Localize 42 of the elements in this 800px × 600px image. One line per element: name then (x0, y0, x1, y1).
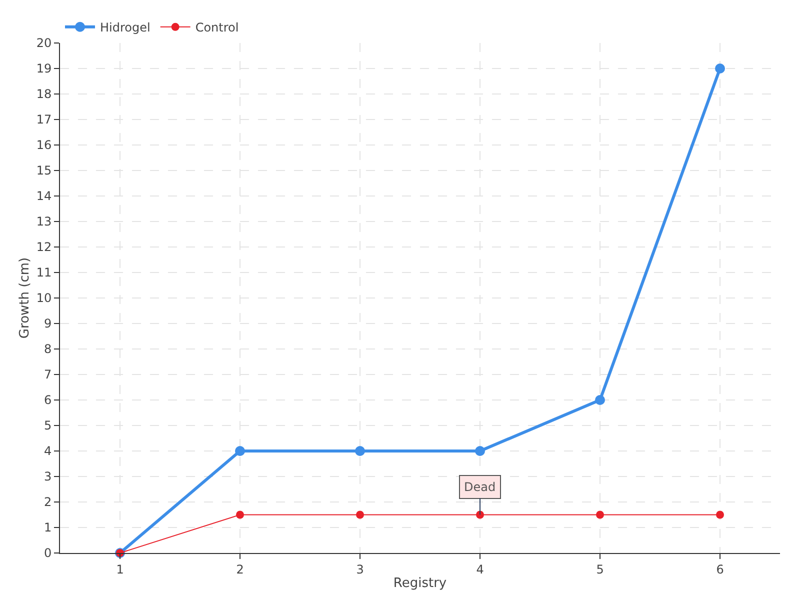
x-axis-title: Registry (393, 576, 447, 591)
y-tick-label: 17 (36, 112, 52, 127)
point (596, 510, 604, 519)
y-tick-label: 9 (44, 316, 52, 331)
y-tick-label: 18 (36, 87, 52, 102)
x-tick-label: 1 (116, 562, 124, 576)
y-tick-label: 7 (44, 368, 52, 382)
y-tick-label: 8 (44, 342, 52, 356)
y-tick-label: 0 (44, 546, 52, 560)
y-tick-label: 20 (36, 36, 52, 50)
y-tick-label: 5 (44, 418, 52, 433)
y-tick-label: 6 (44, 393, 52, 408)
x-tick-label: 3 (356, 562, 364, 576)
point (235, 446, 245, 456)
x-tick-label: 5 (596, 562, 604, 576)
y-tick-label: 14 (36, 189, 52, 204)
y-tick-label: 1 (44, 520, 52, 535)
point (715, 64, 725, 74)
point (475, 446, 485, 456)
y-axis-title: Growth (cm) (17, 257, 32, 339)
y-tick-label: 3 (44, 470, 52, 484)
annotation: Dead (464, 480, 496, 494)
legend-label: Hidrogel (100, 20, 150, 35)
y-tick-label: 16 (36, 138, 52, 152)
point (716, 510, 724, 519)
point (476, 510, 484, 519)
x-tick-label: 4 (476, 562, 484, 576)
y-tick-label: 12 (36, 240, 52, 254)
point (236, 510, 244, 519)
point (356, 510, 364, 519)
y-tick-label: 11 (36, 266, 52, 280)
y-tick-label: 13 (36, 214, 52, 229)
y-tick-label: 4 (44, 444, 52, 458)
y-tick-label: 2 (44, 495, 52, 510)
y-tick-label: 19 (36, 62, 52, 76)
legend-label: Control (195, 20, 239, 35)
y-tick-label: 10 (36, 291, 52, 306)
point (595, 395, 605, 405)
y-tick-label: 15 (36, 164, 52, 178)
x-tick-label: 6 (716, 562, 724, 576)
x-tick-label: 2 (236, 562, 244, 576)
point (355, 446, 365, 456)
